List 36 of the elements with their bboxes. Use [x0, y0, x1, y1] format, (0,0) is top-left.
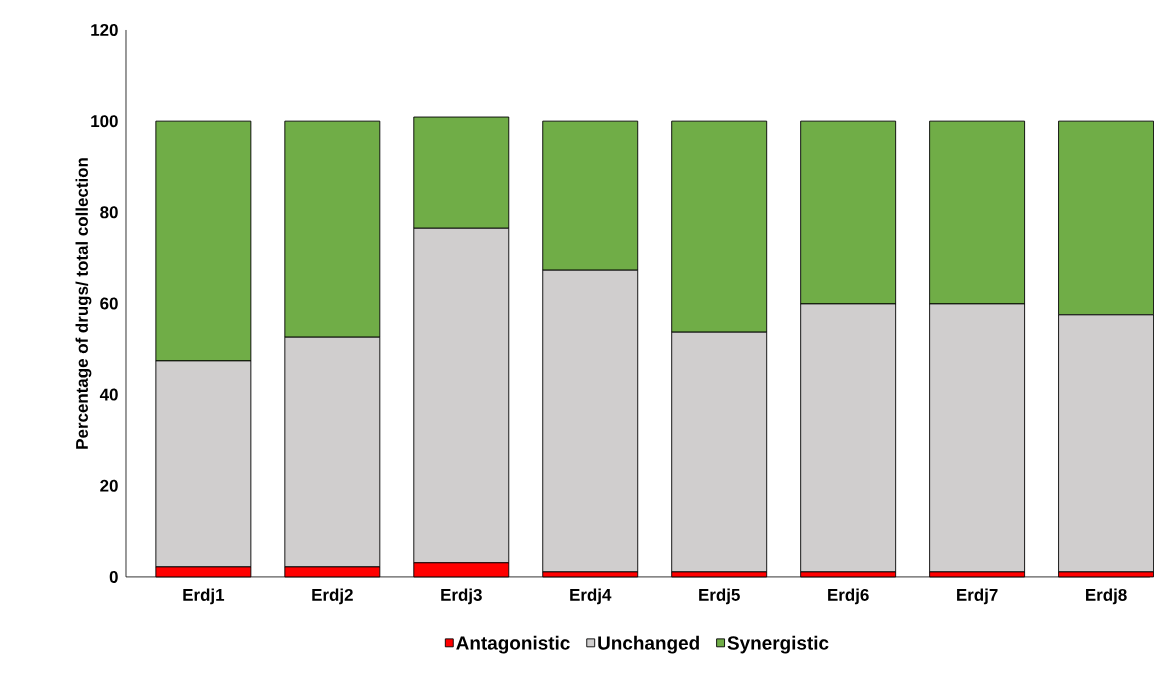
bar — [413, 116, 510, 229]
bar — [671, 331, 768, 573]
bar — [800, 120, 897, 305]
x-tick-label: Erdj5 — [699, 588, 740, 605]
x-tick-label: Erdj2 — [312, 588, 353, 605]
bar — [800, 303, 897, 573]
y-tick-label: 120 — [91, 24, 118, 37]
x-tick-label: Erdj4 — [570, 588, 612, 605]
x-tick-label: Erdj3 — [441, 588, 482, 605]
y-tick-label: 0 — [109, 570, 118, 583]
bar — [284, 336, 381, 568]
y-axis-title: Percentage of drugs/ total collection — [75, 158, 92, 449]
bar — [542, 269, 639, 573]
y-tick-label: 100 — [91, 115, 118, 128]
legend-label: Synergistic — [727, 635, 829, 654]
y-tick-label: 40 — [99, 388, 118, 401]
bar — [413, 562, 510, 578]
legend-label: Unchanged — [598, 635, 699, 654]
x-tick-label: Erdj8 — [1086, 588, 1127, 605]
bar — [671, 120, 768, 333]
bar — [929, 303, 1026, 573]
bar — [155, 360, 252, 568]
bar — [542, 120, 639, 271]
bar — [413, 227, 510, 564]
bar — [155, 120, 252, 362]
y-tick-label: 20 — [100, 479, 118, 492]
bar — [929, 120, 1026, 305]
x-tick-label: Erdj7 — [957, 588, 998, 605]
legend-label: Antagonistic — [456, 635, 570, 654]
x-tick-label: Erdj6 — [828, 588, 869, 605]
y-tick-label: 80 — [100, 206, 118, 219]
x-tick-label: Erdj1 — [183, 588, 225, 605]
bar — [1058, 120, 1154, 316]
y-tick-label: 60 — [100, 297, 118, 310]
bar — [284, 120, 381, 338]
bar — [1058, 314, 1154, 573]
